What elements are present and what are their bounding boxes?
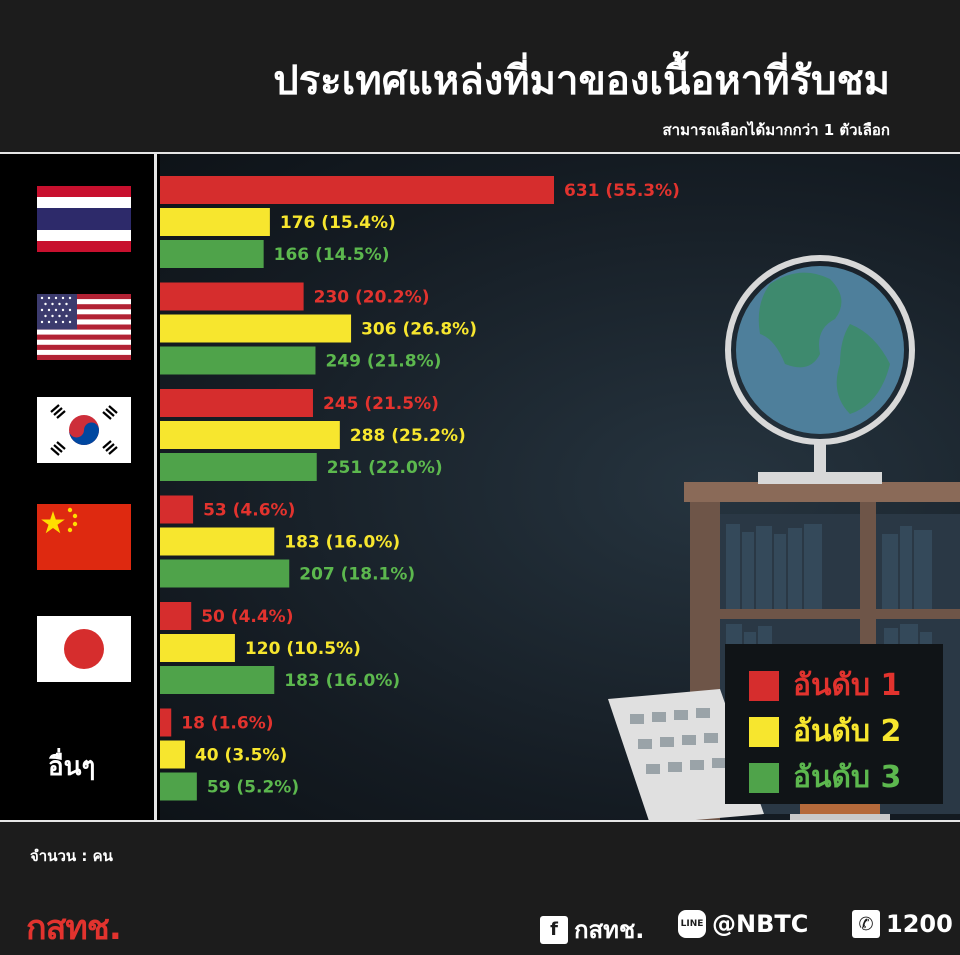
value-label-china-rank2: 183 (16.0%) [284, 533, 400, 553]
legend-label-rank3: อันดับ 3 [793, 760, 902, 795]
legend-label-rank1: อันดับ 1 [793, 668, 902, 703]
value-label-thailand-rank2: 176 (15.4%) [280, 213, 396, 233]
bar-thailand-rank1 [160, 176, 554, 204]
bar-japan-rank3 [160, 666, 275, 694]
value-label---rank1: 18 (1.6%) [181, 714, 273, 734]
legend-swatch-rank1 [749, 670, 779, 701]
value-label-united-states-rank1: 230 (20.2%) [314, 288, 430, 308]
bar-china-rank2 [160, 527, 275, 556]
value-label-south-korea-rank2: 288 (25.2%) [350, 426, 466, 446]
legend: อันดับ 1 อันดับ 2 อันดับ 3 [725, 644, 943, 804]
value-label-japan-rank2: 120 (10.5%) [245, 639, 361, 659]
bar---rank3 [160, 772, 197, 801]
bar-china-rank1 [160, 495, 194, 524]
value-label-china-rank3: 207 (18.1%) [299, 565, 415, 585]
usa-flag-icon [37, 294, 131, 360]
value-label-south-korea-rank3: 251 (22.0%) [327, 458, 443, 478]
value-label-south-korea-rank1: 245 (21.5%) [323, 394, 439, 414]
nbtc-logo: กสทช. [26, 908, 122, 948]
value-label-japan-rank1: 50 (4.4%) [201, 607, 293, 627]
bar---rank2 [160, 740, 185, 769]
japan-flag-icon [37, 616, 131, 682]
facebook-icon: f [540, 915, 568, 944]
value-label-japan-rank3: 183 (16.0%) [284, 671, 400, 691]
legend-label-rank2: อันดับ 2 [793, 714, 902, 749]
chart-title: ประเทศแหล่งที่มาของเนื้อหาที่รับชม [273, 58, 890, 104]
value-label---rank2: 40 (3.5%) [195, 746, 287, 766]
phone-number: 1200 [886, 910, 953, 938]
south-korea-flag-icon [37, 397, 131, 463]
others-category-label: อื่นๆ [48, 752, 96, 782]
value-label-united-states-rank3: 249 (21.8%) [325, 352, 441, 372]
plot-area: 631 (55.3%) 176 (15.4%) 166 (14.5%) 230 (20… [160, 154, 960, 820]
facebook-link[interactable]: f กสทช. [540, 910, 644, 949]
bar-south-korea-rank1 [160, 389, 313, 417]
legend-swatch-rank3 [749, 762, 779, 793]
phone-link[interactable]: ✆ 1200 [852, 910, 953, 938]
bar-united-states-rank2 [160, 314, 352, 343]
facebook-handle: กสทช. [574, 916, 645, 944]
legend-swatch-rank2 [749, 716, 779, 747]
china-flag-icon [37, 504, 131, 570]
thailand-flag-icon [37, 186, 131, 252]
bars-layer: 631 (55.3%) 176 (15.4%) 166 (14.5%) 230 (20… [160, 176, 680, 801]
bar-thailand-rank2 [160, 208, 270, 236]
chart-subtitle: สามารถเลือกได้มากกว่า 1 ตัวเลือก [662, 121, 891, 139]
phone-icon: ✆ [852, 910, 880, 938]
footer: จำนวน : คน กสทช. f กสทช. LINE @NBTC ✆ 12… [0, 822, 960, 955]
line-icon: LINE [678, 910, 706, 938]
bar-thailand-rank3 [160, 240, 264, 268]
bar---rank1 [160, 708, 172, 737]
bar-japan-rank1 [160, 602, 192, 630]
legend-item-rank1: อันดับ 1 [749, 662, 901, 709]
value-label-united-states-rank2: 306 (26.8%) [361, 320, 477, 340]
bar-south-korea-rank2 [160, 421, 340, 449]
value-label-china-rank1: 53 (4.6%) [203, 501, 295, 521]
unit-label: จำนวน : คน [30, 847, 113, 865]
legend-item-rank2: อันดับ 2 [749, 708, 901, 755]
value-label---rank3: 59 (5.2%) [207, 778, 299, 798]
value-label-thailand-rank1: 631 (55.3%) [564, 181, 680, 201]
bar-china-rank3 [160, 559, 290, 588]
header: ประเทศแหล่งที่มาของเนื้อหาที่รับชม สามาร… [0, 0, 960, 152]
line-handle: @NBTC [712, 910, 809, 938]
flag-column: อื่นๆ [0, 154, 157, 820]
bar-united-states-rank1 [160, 282, 304, 311]
chart-panel: อื่นๆ [0, 152, 960, 822]
legend-item-rank3: อันดับ 3 [749, 754, 901, 801]
line-link[interactable]: LINE @NBTC [678, 910, 808, 938]
bar-japan-rank2 [160, 634, 235, 662]
value-label-thailand-rank3: 166 (14.5%) [274, 245, 390, 265]
bar-south-korea-rank3 [160, 453, 317, 481]
bar-united-states-rank3 [160, 346, 316, 375]
